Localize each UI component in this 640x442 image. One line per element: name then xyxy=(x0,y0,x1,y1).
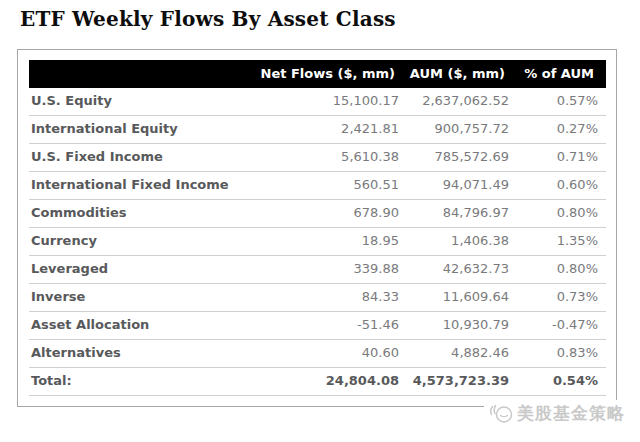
net-flows-cell: 15,100.17 xyxy=(229,88,407,116)
table-row: International Fixed Income 560.51 94,071… xyxy=(29,172,606,200)
pct-of-aum-cell: 0.80% xyxy=(517,256,606,284)
pct-of-aum-cell: 1.35% xyxy=(517,228,606,256)
column-header-net-flows: Net Flows ($, mm) xyxy=(229,60,407,88)
net-flows-cell: 678.90 xyxy=(229,200,407,228)
table-row: Alternatives 40.60 4,882.46 0.83% xyxy=(29,340,606,368)
aum-cell: 94,071.49 xyxy=(407,172,517,200)
table-row: Asset Allocation -51.46 10,930.79 -0.47% xyxy=(29,312,606,340)
asset-class-cell: Commodities xyxy=(29,200,229,228)
total-net-flows-cell: 24,804.08 xyxy=(229,368,407,396)
net-flows-cell: 339.88 xyxy=(229,256,407,284)
total-pct-of-aum-cell: 0.54% xyxy=(517,368,606,396)
watermark: 美股基金策略 xyxy=(484,400,625,426)
aum-cell: 10,930.79 xyxy=(407,312,517,340)
pct-of-aum-cell: 0.60% xyxy=(517,172,606,200)
pct-of-aum-cell: -0.47% xyxy=(517,312,606,340)
page-title: ETF Weekly Flows By Asset Class xyxy=(20,7,396,31)
pct-of-aum-cell: 0.73% xyxy=(517,284,606,312)
column-header-aum: AUM ($, mm) xyxy=(407,60,517,88)
asset-class-cell: Currency xyxy=(29,228,229,256)
table-row: Commodities 678.90 84,796.97 0.80% xyxy=(29,200,606,228)
asset-class-cell: International Fixed Income xyxy=(29,172,229,200)
header-row: Net Flows ($, mm) AUM ($, mm) % of AUM xyxy=(29,60,606,88)
total-row: Total: 24,804.08 4,573,723.39 0.54% xyxy=(29,368,606,396)
etf-flows-table: Net Flows ($, mm) AUM ($, mm) % of AUM U… xyxy=(29,60,606,396)
net-flows-cell: 5,610.38 xyxy=(229,144,407,172)
asset-class-cell: Alternatives xyxy=(29,340,229,368)
column-header-pct-of-aum: % of AUM xyxy=(517,60,606,88)
aum-cell: 2,637,062.52 xyxy=(407,88,517,116)
aum-cell: 1,406.38 xyxy=(407,228,517,256)
whale-logo-icon xyxy=(489,403,514,424)
table-row: International Equity 2,421.81 900,757.72… xyxy=(29,116,606,144)
aum-cell: 4,882.46 xyxy=(407,340,517,368)
total-aum-cell: 4,573,723.39 xyxy=(407,368,517,396)
asset-class-cell: Asset Allocation xyxy=(29,312,229,340)
pct-of-aum-cell: 0.57% xyxy=(517,88,606,116)
table-panel: Net Flows ($, mm) AUM ($, mm) % of AUM U… xyxy=(17,49,617,407)
table-row: Inverse 84.33 11,609.64 0.73% xyxy=(29,284,606,312)
asset-class-cell: U.S. Equity xyxy=(29,88,229,116)
column-header-asset-class xyxy=(29,60,229,88)
net-flows-cell: 18.95 xyxy=(229,228,407,256)
net-flows-cell: -51.46 xyxy=(229,312,407,340)
table-row: Currency 18.95 1,406.38 1.35% xyxy=(29,228,606,256)
asset-class-cell: International Equity xyxy=(29,116,229,144)
net-flows-cell: 2,421.81 xyxy=(229,116,407,144)
pct-of-aum-cell: 0.27% xyxy=(517,116,606,144)
asset-class-cell: Inverse xyxy=(29,284,229,312)
net-flows-cell: 560.51 xyxy=(229,172,407,200)
asset-class-cell: Leveraged xyxy=(29,256,229,284)
pct-of-aum-cell: 0.80% xyxy=(517,200,606,228)
net-flows-cell: 84.33 xyxy=(229,284,407,312)
aum-cell: 84,796.97 xyxy=(407,200,517,228)
asset-class-cell: U.S. Fixed Income xyxy=(29,144,229,172)
total-label-cell: Total: xyxy=(29,368,229,396)
aum-cell: 11,609.64 xyxy=(407,284,517,312)
aum-cell: 42,632.73 xyxy=(407,256,517,284)
table-row: U.S. Fixed Income 5,610.38 785,572.69 0.… xyxy=(29,144,606,172)
pct-of-aum-cell: 0.83% xyxy=(517,340,606,368)
aum-cell: 785,572.69 xyxy=(407,144,517,172)
aum-cell: 900,757.72 xyxy=(407,116,517,144)
net-flows-cell: 40.60 xyxy=(229,340,407,368)
watermark-text: 美股基金策略 xyxy=(517,402,625,425)
table-row: U.S. Equity 15,100.17 2,637,062.52 0.57% xyxy=(29,88,606,116)
table-row: Leveraged 339.88 42,632.73 0.80% xyxy=(29,256,606,284)
pct-of-aum-cell: 0.71% xyxy=(517,144,606,172)
